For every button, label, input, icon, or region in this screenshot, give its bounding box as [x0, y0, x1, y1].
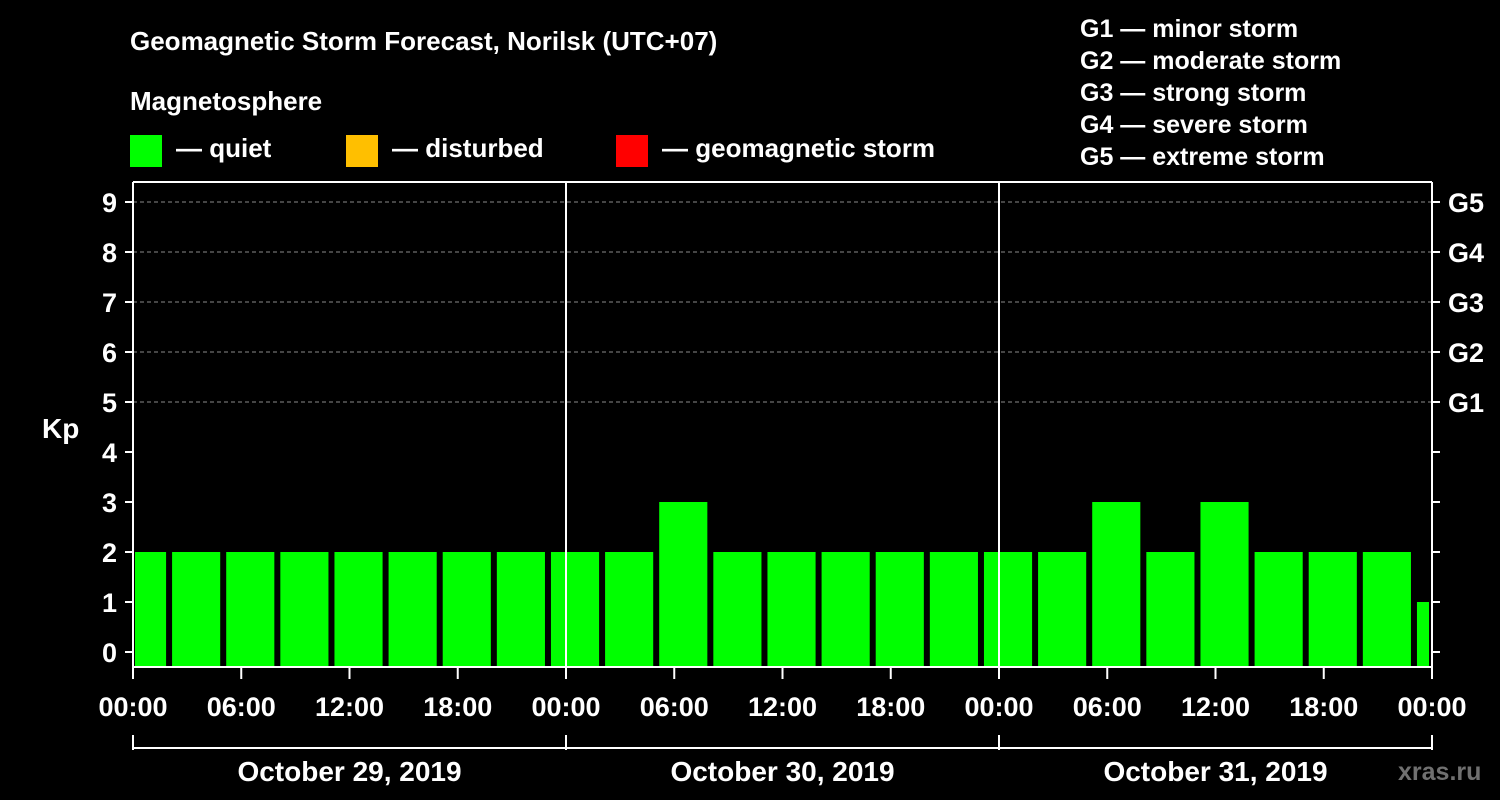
x-tick-label-7: 18:00 — [856, 692, 925, 722]
day-label-2: October 31, 2019 — [1103, 756, 1327, 787]
bar-22 — [1308, 552, 1357, 667]
grid-lines — [133, 201, 1432, 403]
storm-label-g1: G1 — [1448, 388, 1484, 418]
day-label-0: October 29, 2019 — [237, 756, 461, 787]
y-tick-labels: 0 1 2 3 4 5 6 7 8 9 — [102, 188, 117, 668]
bar-6 — [442, 552, 491, 667]
y-tick-label-5: 5 — [102, 388, 117, 418]
x-tick-label-8: 00:00 — [964, 692, 1033, 722]
x-tick-label-1: 06:00 — [207, 692, 276, 722]
bar-16 — [983, 552, 1033, 667]
legend-label-quiet: — quiet — [176, 133, 272, 163]
scale-g1: G1 — minor storm — [1080, 15, 1298, 43]
watermark: xras.ru — [1398, 758, 1481, 786]
y-tick-label-6: 6 — [102, 338, 117, 368]
storm-level-labels: G1 G2 G3 G4 G5 — [1448, 188, 1484, 418]
x-tick-label-6: 12:00 — [748, 692, 817, 722]
chart-title: Geomagnetic Storm Forecast, Norilsk (UTC… — [130, 26, 717, 56]
axes — [125, 181, 1440, 750]
bar-2 — [226, 552, 275, 667]
day-labels: October 29, 2019 October 30, 2019 October … — [237, 756, 1327, 787]
bar-11 — [713, 552, 762, 667]
bar-4 — [334, 552, 383, 667]
storm-label-g2: G2 — [1448, 338, 1484, 368]
x-tick-label-2: 12:00 — [315, 692, 384, 722]
storm-label-g3: G3 — [1448, 288, 1484, 318]
x-tick-labels: 00:00 06:00 12:00 18:00 00:00 06:00 12:00 18:00… — [98, 692, 1466, 722]
bar-14 — [875, 552, 924, 667]
y-tick-label-4: 4 — [102, 438, 117, 468]
storm-label-g5: G5 — [1448, 188, 1484, 218]
x-tick-label-0: 00:00 — [98, 692, 167, 722]
bar-20 — [1200, 502, 1249, 667]
x-tick-label-9: 06:00 — [1073, 692, 1142, 722]
y-tick-label-1: 1 — [102, 588, 117, 618]
y-tick-label-8: 8 — [102, 238, 117, 268]
y-tick-label-0: 0 — [102, 638, 117, 668]
bar-23 — [1362, 552, 1411, 667]
y-tick-label-2: 2 — [102, 538, 117, 568]
bar-1 — [172, 552, 221, 667]
legend-swatch-quiet — [130, 135, 162, 167]
scale-g2: G2 — moderate storm — [1080, 47, 1341, 75]
storm-label-g4: G4 — [1448, 238, 1484, 268]
legend-label-disturbed: — disturbed — [392, 133, 544, 163]
bar-15 — [929, 552, 978, 667]
legend-label-storm: — geomagnetic storm — [662, 133, 935, 163]
bar-19 — [1146, 552, 1195, 667]
legend-swatch-storm — [616, 135, 648, 167]
y-tick-label-7: 7 — [102, 288, 117, 318]
bar-24 — [1416, 602, 1429, 667]
bar-13 — [821, 552, 870, 667]
x-tick-label-10: 12:00 — [1181, 692, 1250, 722]
scale-g4: G4 — severe storm — [1080, 111, 1308, 139]
x-tick-label-4: 00:00 — [531, 692, 600, 722]
legend-title: Magnetosphere — [130, 86, 322, 116]
x-tick-label-12: 00:00 — [1397, 692, 1466, 722]
scale-g3: G3 — strong storm — [1080, 79, 1306, 107]
bar-8 — [550, 552, 600, 667]
x-tick-label-11: 18:00 — [1289, 692, 1358, 722]
legend: — quiet — disturbed — geomagnetic storm — [130, 133, 935, 167]
day-label-1: October 30, 2019 — [670, 756, 894, 787]
bar-21 — [1254, 552, 1303, 667]
x-tick-label-3: 18:00 — [423, 692, 492, 722]
scale-g5: G5 — extreme storm — [1080, 143, 1325, 171]
bar-0 — [135, 552, 167, 667]
y-tick-label-3: 3 — [102, 488, 117, 518]
legend-swatch-disturbed — [346, 135, 378, 167]
x-tick-label-5: 06:00 — [640, 692, 709, 722]
bars — [135, 502, 1429, 667]
bar-18 — [1092, 502, 1141, 667]
bar-5 — [388, 552, 437, 667]
y-tick-label-9: 9 — [102, 188, 117, 218]
storm-scale: G1 — minor storm G2 — moderate storm G3 … — [1080, 15, 1341, 171]
bar-3 — [280, 552, 329, 667]
bar-12 — [767, 552, 816, 667]
bar-10 — [659, 502, 708, 667]
bar-9 — [605, 552, 654, 667]
bar-7 — [496, 552, 545, 667]
bar-17 — [1038, 552, 1087, 667]
y-axis-label: Kp — [42, 413, 79, 444]
